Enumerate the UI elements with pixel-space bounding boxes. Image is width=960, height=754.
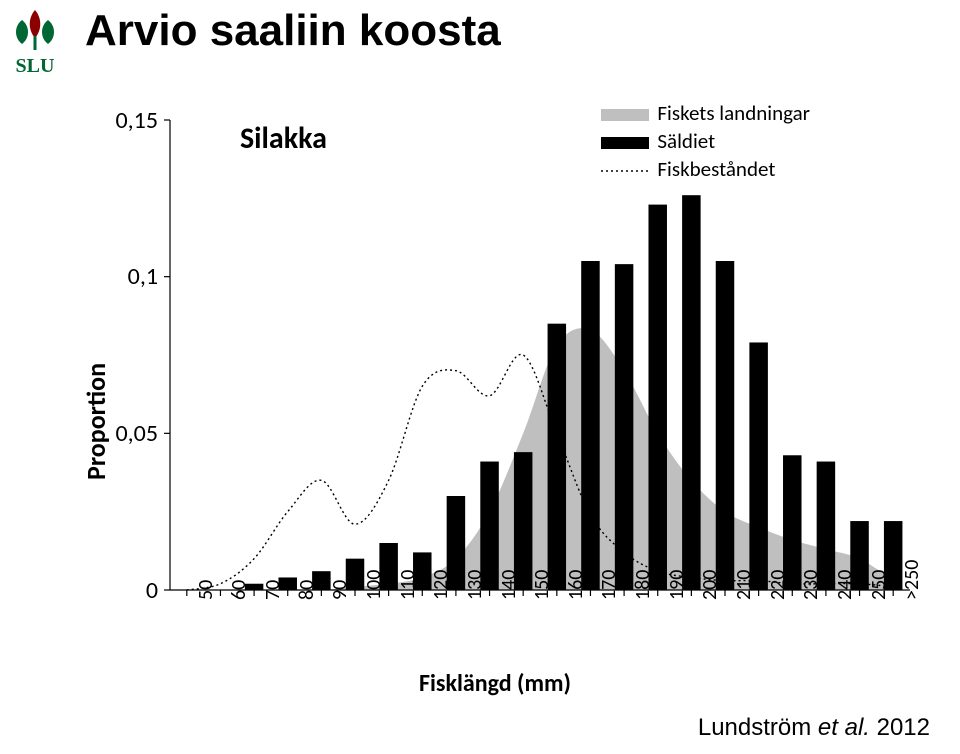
ytick-label: 0,15 [110, 106, 158, 135]
bar [749, 342, 768, 590]
xtick-label: 200 [698, 570, 722, 600]
xtick-label: 190 [665, 570, 689, 600]
xtick-label: 150 [530, 570, 554, 600]
xtick-label: 90 [328, 580, 352, 600]
xtick-label: >250 [900, 560, 924, 600]
xtick-label: 130 [463, 570, 487, 600]
xtick-label: 100 [362, 570, 386, 600]
xtick-label: 160 [564, 570, 588, 600]
bar [615, 264, 634, 590]
xtick-label: 170 [597, 570, 621, 600]
xtick-label: 180 [631, 570, 655, 600]
xtick-label: 240 [833, 570, 857, 600]
xtick-label: 210 [732, 570, 756, 600]
credit-em: et al. [818, 714, 870, 741]
xtick-label: 230 [799, 570, 823, 600]
bar [648, 205, 667, 590]
xtick-label: 60 [227, 580, 251, 600]
page-title: Arvio saaliin koosta [85, 6, 501, 56]
ytick-label: 0 [110, 576, 158, 605]
logo-text: SLU [16, 55, 55, 77]
credit-prefix: Lundström [698, 714, 818, 741]
xtick-label: 110 [396, 570, 420, 600]
xtick-label: 120 [429, 570, 453, 600]
xtick-label: 220 [766, 570, 790, 600]
plot-area [170, 120, 910, 590]
bar [548, 324, 567, 590]
y-axis-label: Proportion [80, 363, 112, 480]
x-axis-label: Fisklängd (mm) [60, 669, 930, 698]
xtick-label: 70 [261, 580, 285, 600]
xtick-label: 140 [497, 570, 521, 600]
chart: Silakka Fiskets landningar Säldiet Fiskb… [60, 100, 930, 700]
credit-suffix: 2012 [870, 714, 930, 741]
bar [716, 261, 735, 590]
ytick-label: 0,1 [110, 262, 158, 291]
bar [581, 261, 600, 590]
citation: Lundström et al. 2012 [698, 714, 930, 742]
xtick-label: 80 [295, 580, 319, 600]
ytick-label: 0,05 [110, 419, 158, 448]
slu-logo: SLU [8, 8, 63, 83]
bar [682, 195, 701, 590]
xtick-label: 250 [867, 570, 891, 600]
xtick-label: 50 [194, 580, 218, 600]
